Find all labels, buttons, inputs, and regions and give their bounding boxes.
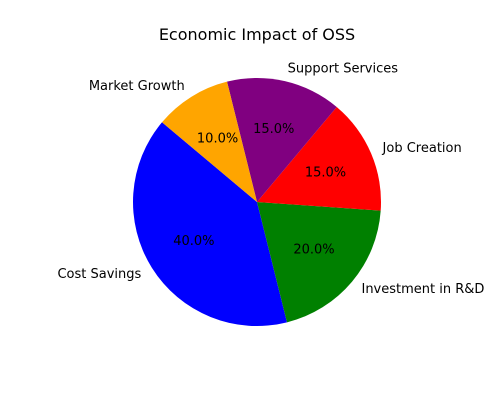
pie-labels: Cost Savings 40.0% Investment in R&D 20.0% J…: [57, 62, 484, 298]
pie-slices: [132, 78, 382, 326]
slice-label-cost-savings: Cost Savings: [57, 267, 141, 282]
slice-percent-investment-in-r-d: 20.0%: [293, 242, 334, 257]
pie-slice-cost-savings: [132, 122, 287, 326]
pie-slice-job-creation: [257, 107, 382, 211]
slice-percent-support-services: 15.0%: [253, 122, 294, 137]
slice-percent-job-creation: 15.0%: [305, 165, 346, 180]
slice-percent-market-growth: 10.0%: [197, 131, 238, 146]
slice-label-investment-in-r-d: Investment in R&D: [361, 282, 484, 297]
pie-slice-investment-in-r-d: [257, 202, 381, 323]
slice-label-job-creation: Job Creation: [382, 141, 462, 156]
slice-label-support-services: Support Services: [288, 62, 399, 77]
slice-percent-cost-savings: 40.0%: [173, 234, 214, 249]
slice-label-market-growth: Market Growth: [89, 79, 185, 94]
pie-slice-support-services: [227, 78, 337, 202]
chart-title: Economic Impact of OSS: [159, 25, 355, 44]
pie-slice-market-growth: [162, 81, 257, 202]
